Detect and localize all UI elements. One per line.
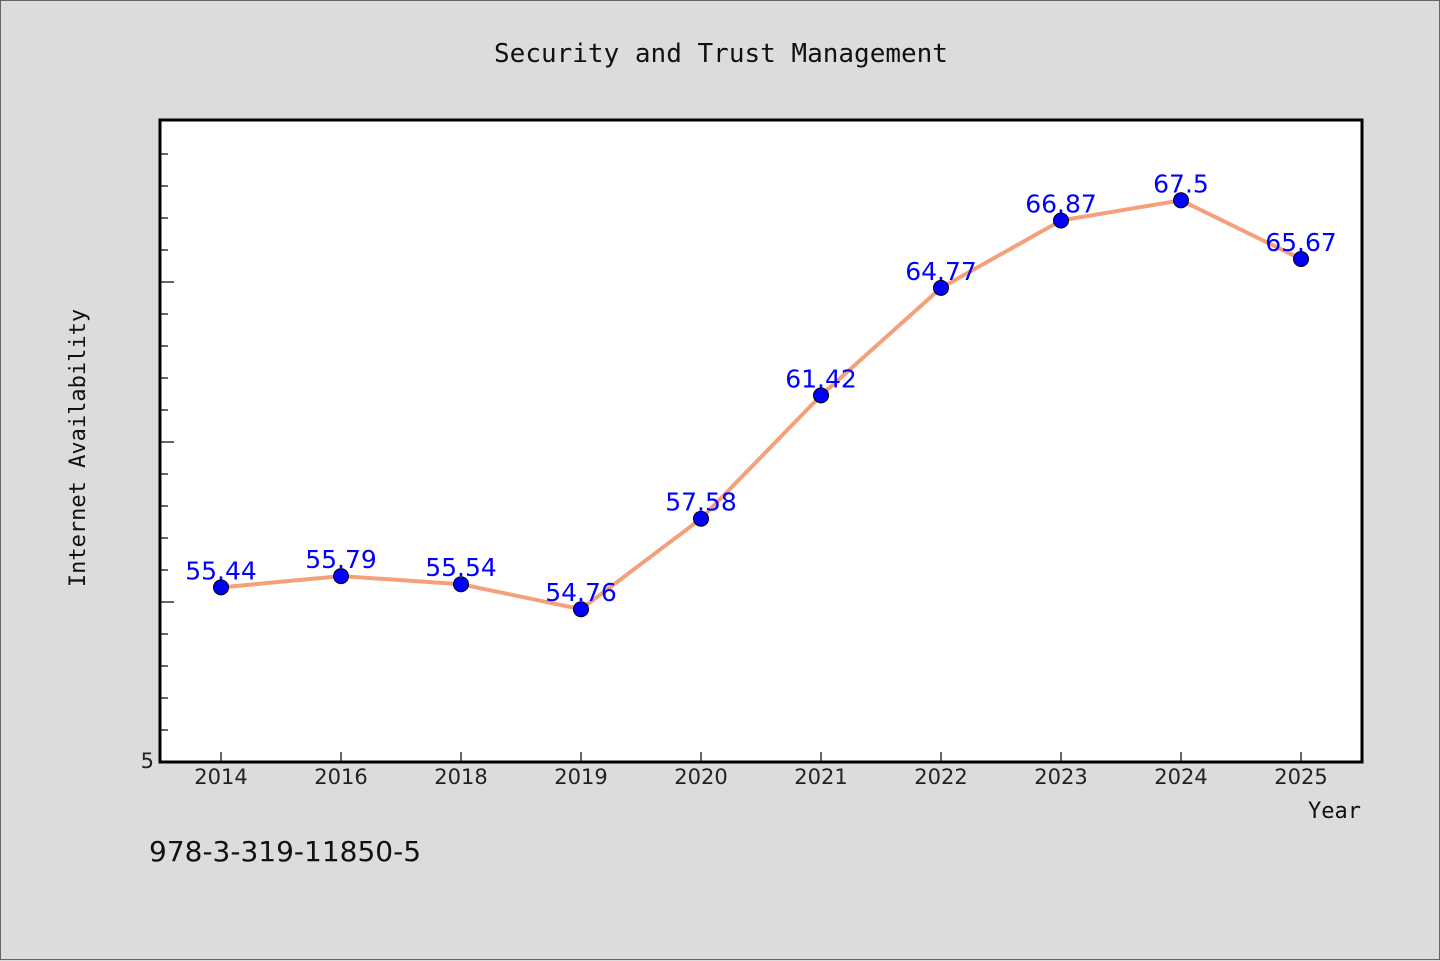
x-tick-label: 2016: [314, 765, 367, 789]
data-point: [213, 579, 229, 596]
y-tick-label: 5: [141, 749, 154, 773]
data-point: [573, 601, 589, 618]
data-point: [333, 568, 349, 585]
x-tick-label: 2019: [554, 765, 607, 789]
series-line: [220, 198, 1302, 612]
data-label: 57.58: [665, 488, 737, 517]
x-tick-label: 2020: [674, 765, 727, 789]
plot-area: [158, 118, 1364, 764]
data-point: [1173, 192, 1189, 209]
chart-title: Security and Trust Management: [494, 39, 948, 69]
data-label: 54.76: [545, 578, 617, 607]
data-label: 55.54: [425, 553, 497, 582]
x-axis-title: Year: [1308, 799, 1361, 824]
data-point: [693, 510, 709, 527]
isbn-caption: 978-3-319-11850-5: [149, 835, 422, 868]
data-point: [1053, 212, 1069, 229]
data-label: 55.44: [185, 556, 257, 585]
data-label: 64.77: [905, 257, 977, 286]
x-tick-label: 2024: [1154, 765, 1207, 789]
y-axis-title: Internet Availability: [66, 309, 91, 587]
x-tick-label: 2025: [1274, 765, 1327, 789]
data-point: [813, 387, 829, 404]
x-tick-label: 2021: [794, 765, 847, 789]
x-axis-ticks: 2014 2016 2018 2019 2020 2021 2022 2023 2024 2025: [194, 752, 1328, 789]
data-label: 67.5: [1153, 169, 1209, 198]
data-label: 55.79: [305, 545, 377, 574]
data-point: [933, 279, 949, 296]
x-tick-label: 2014: [194, 765, 247, 789]
data-point: [453, 576, 469, 593]
y-axis-ticks: [160, 153, 174, 763]
x-tick-label: 2018: [434, 765, 487, 789]
data-label: 65.67: [1265, 228, 1337, 257]
x-tick-label: 2022: [914, 765, 967, 789]
x-tick-label: 2023: [1034, 765, 1087, 789]
series-layer: 55.44 55.79 55.54 54.76 57.58 61.42 64.77 66.87…: [185, 169, 1337, 618]
data-point: [1293, 251, 1309, 267]
data-label: 61.42: [785, 364, 857, 393]
data-label: 66.87: [1025, 190, 1097, 219]
